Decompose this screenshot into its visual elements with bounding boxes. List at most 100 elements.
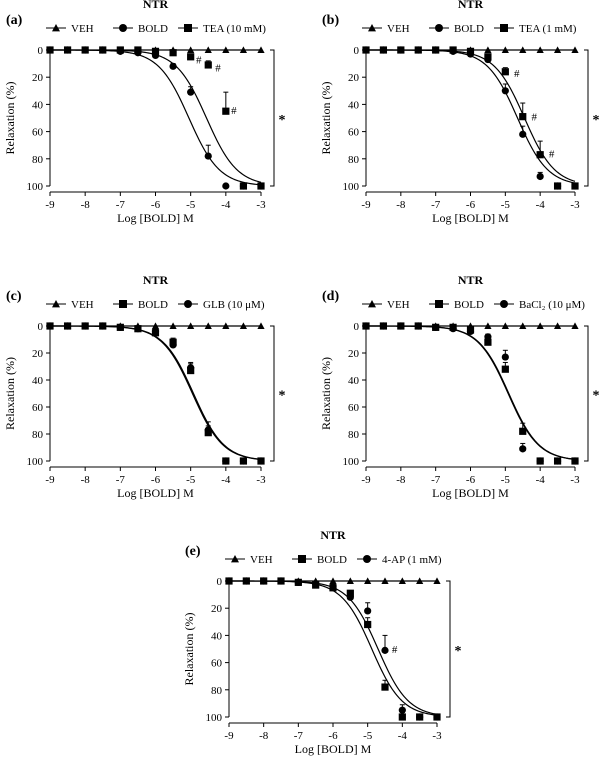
data-point — [571, 182, 579, 190]
data-point — [204, 322, 212, 330]
x-tick-label: -8 — [396, 474, 406, 486]
x-tick-label: -3 — [432, 730, 442, 742]
fit-curve-1 — [366, 325, 576, 460]
data-point — [379, 46, 388, 54]
data-point — [81, 322, 89, 330]
significance-star: * — [279, 389, 286, 404]
legend-label: VEH — [71, 23, 94, 35]
data-point — [553, 322, 562, 330]
fit-curve-1 — [50, 325, 262, 461]
data-point — [398, 706, 406, 714]
y-tick-label: 80 — [211, 685, 223, 697]
legend: VEH BOLD TEA (1 mM) — [362, 23, 577, 35]
y-tick-label: 60 — [348, 402, 360, 414]
legend-marker-square — [435, 300, 443, 308]
x-tick-label: -4 — [221, 474, 231, 486]
data-point — [116, 46, 124, 54]
data-point — [381, 683, 389, 691]
data-point — [416, 713, 424, 721]
data-point — [519, 427, 527, 435]
data-point — [364, 607, 372, 615]
data-point — [397, 322, 405, 330]
data-point — [169, 341, 177, 349]
data-point — [362, 322, 370, 330]
significance-star: * — [593, 389, 600, 404]
data-point — [187, 88, 195, 96]
significance-hash: # — [215, 63, 221, 75]
data-point — [242, 577, 250, 585]
x-tick-label: -8 — [396, 199, 406, 211]
data-point — [433, 577, 441, 585]
data-point — [99, 322, 107, 330]
data-point — [346, 589, 354, 597]
legend-marker-triangle — [368, 300, 376, 308]
y-tick-label: 60 — [32, 127, 44, 139]
data-point — [187, 46, 195, 54]
x-tick-label: -7 — [116, 474, 126, 486]
x-tick-label: -7 — [116, 199, 126, 211]
data-point — [536, 151, 544, 159]
data-point — [501, 87, 509, 95]
x-tick-label: -5 — [501, 199, 511, 211]
data-point — [484, 322, 492, 330]
data-point — [414, 322, 422, 330]
fit-curve-1 — [50, 49, 262, 186]
y-tick-label: 40 — [348, 99, 360, 111]
data-point — [63, 46, 72, 54]
significance-star: * — [279, 113, 286, 128]
y-tick-label: 20 — [348, 72, 360, 84]
legend-marker-square — [119, 300, 127, 308]
legend-label: BOLD — [454, 299, 484, 311]
legend-label: 4-AP (1 mM) — [382, 554, 442, 566]
data-point — [553, 46, 562, 54]
data-point — [398, 713, 406, 721]
significance-bracket — [584, 49, 589, 187]
x-tick-label: -9 — [361, 474, 371, 486]
legend-marker-circle — [184, 300, 192, 308]
data-point — [536, 46, 544, 54]
chart-panel-c: (c) NTR VEH BOLD GLB (10 μM) 0 20 40 60 80 100-9 -8… — [3, 273, 286, 500]
panel-label: (e) — [185, 544, 201, 559]
y-tick-label: 100 — [27, 456, 44, 468]
panel-title: NTR — [143, 273, 169, 287]
data-point — [222, 182, 230, 190]
y-tick-label: 20 — [32, 72, 44, 84]
x-tick-label: -9 — [45, 474, 55, 486]
data-point — [187, 322, 195, 330]
y-tick-label: 0 — [38, 321, 44, 333]
data-point — [346, 577, 354, 585]
panel-title: NTR — [458, 273, 484, 287]
x-axis-label: Log [BOLD] M — [295, 742, 372, 756]
data-point — [222, 322, 230, 330]
significance-hash: # — [196, 55, 202, 67]
data-point — [187, 364, 195, 372]
data-point — [204, 46, 212, 54]
data-point — [553, 457, 562, 465]
y-tick-label: 40 — [348, 375, 360, 387]
chart-panel-a: (a) NTR VEH BOLD TEA (10 mM) 0 20 40 60 80 100-9 -8… — [3, 0, 286, 225]
panel-label: (c) — [6, 289, 22, 304]
significance-hash: # — [392, 644, 398, 656]
panel-title: NTR — [143, 0, 169, 11]
data-point — [519, 130, 527, 138]
data-point — [169, 62, 177, 70]
data-point — [222, 46, 230, 54]
legend-label: VEH — [250, 554, 273, 566]
legend-marker-triangle — [52, 24, 60, 32]
y-tick-label: 80 — [348, 429, 360, 441]
y-axis-label: Relaxation (%) — [182, 613, 196, 686]
significance-bracket — [446, 580, 451, 718]
x-tick-label: -4 — [536, 199, 546, 211]
data-point — [239, 457, 248, 465]
data-point — [294, 578, 302, 586]
legend-label: VEH — [387, 23, 410, 35]
data-point — [312, 580, 320, 588]
data-point — [222, 107, 230, 115]
legend-label: VEH — [71, 299, 94, 311]
fit-curve-2 — [49, 49, 262, 183]
data-point — [364, 577, 372, 585]
data-point — [204, 426, 212, 434]
y-axis-label: Relaxation (%) — [319, 82, 333, 155]
legend-marker-square — [298, 555, 306, 563]
y-tick-label: 80 — [32, 154, 44, 166]
